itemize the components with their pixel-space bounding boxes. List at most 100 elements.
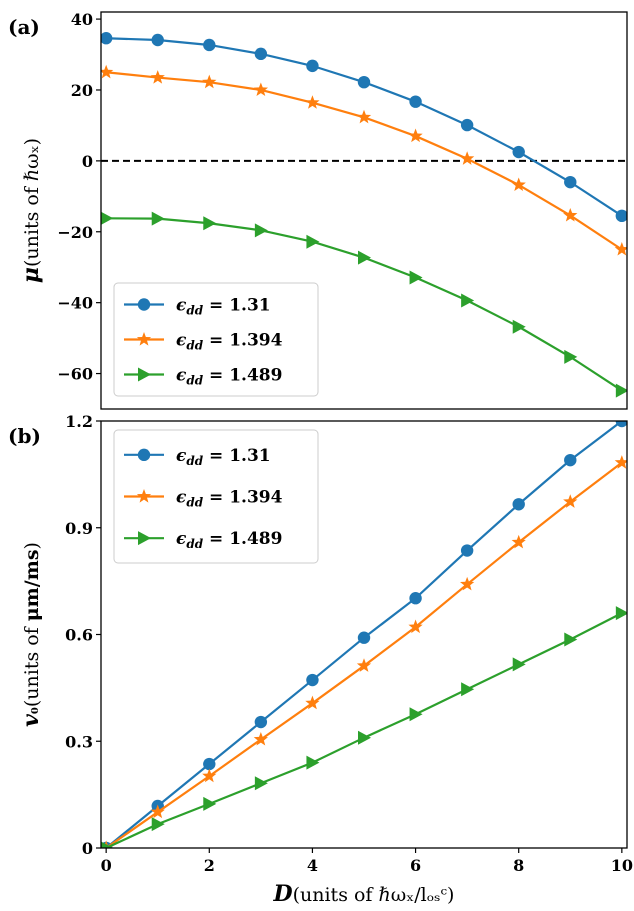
- data-point: [254, 47, 268, 61]
- data-point: [460, 151, 475, 165]
- data-point: [408, 128, 423, 143]
- data-point: [409, 95, 422, 108]
- data-point: [253, 82, 268, 97]
- series-1: [101, 32, 627, 223]
- legend-frame: [113, 429, 319, 564]
- y-tick-label: 1.2: [65, 412, 93, 431]
- data-point: [615, 383, 627, 398]
- legend-marker: [137, 298, 151, 311]
- panel-b: 0 0.3 0.6 0.9 1.2 0 2 4 6 8 10 (b) v₀(units of μm/ms…: [8, 412, 633, 907]
- legend-marker: [137, 448, 151, 462]
- x-tick-label: 4: [307, 856, 318, 875]
- legend-entry: ϵdd = 1.394: [124, 488, 283, 510]
- series-2: [101, 64, 627, 256]
- data-point: [409, 707, 423, 722]
- data-point: [461, 293, 475, 308]
- data-point: [356, 658, 372, 672]
- data-point: [101, 211, 114, 225]
- y-tick-label: 0: [82, 152, 93, 171]
- data-point: [461, 682, 475, 697]
- data-point: [305, 95, 320, 109]
- legend-entry: ϵdd = 1.489: [124, 529, 282, 551]
- data-point: [202, 74, 217, 89]
- data-point: [151, 817, 165, 832]
- data-point: [564, 175, 577, 189]
- data-point: [150, 70, 165, 84]
- y-tick-label: 0.3: [65, 732, 93, 751]
- data-point: [151, 33, 164, 47]
- data-point: [563, 494, 578, 508]
- data-point: [614, 455, 627, 469]
- data-point: [357, 75, 371, 89]
- data-point: [564, 453, 577, 467]
- data-point: [460, 576, 475, 591]
- data-point: [203, 796, 217, 811]
- series-line: [106, 37, 623, 217]
- legend-label: ϵdd = 1.489: [176, 529, 282, 551]
- legend-label: ϵdd = 1.394: [176, 331, 283, 353]
- series-line: [105, 612, 623, 848]
- x-tick-label: 0: [101, 856, 112, 875]
- x-tick-label: 2: [204, 856, 215, 875]
- y-tick-label: −60: [57, 365, 93, 384]
- y-tick-label: 0.6: [65, 626, 93, 645]
- legend-label: ϵdd = 1.394: [176, 488, 283, 510]
- panel-label: (b): [8, 424, 41, 448]
- legend-entry: ϵdd = 1.31: [124, 446, 271, 468]
- legend-marker: [138, 367, 151, 382]
- axes-frame: [100, 11, 628, 410]
- data-point: [101, 32, 113, 45]
- series-3: [101, 211, 627, 398]
- legend-marker: [136, 489, 152, 503]
- legend-frame: [113, 282, 319, 397]
- data-point: [254, 715, 268, 729]
- y-tick-label: 0.9: [65, 519, 93, 538]
- series-2: [101, 455, 627, 848]
- data-point: [151, 211, 165, 226]
- data-point: [150, 804, 165, 819]
- data-point: [203, 216, 217, 231]
- y-tick-label: −20: [57, 223, 93, 242]
- data-point: [409, 592, 422, 605]
- panel-label: (a): [8, 15, 40, 39]
- x-tick-label: 6: [410, 856, 421, 875]
- data-point: [615, 606, 627, 621]
- y-tick-label: 20: [71, 81, 93, 100]
- x-axis-label: D(units of ℏωₓ/lₒₛᶜ): [273, 881, 455, 907]
- legend-label: ϵdd = 1.31: [176, 296, 271, 318]
- data-point: [306, 234, 320, 249]
- y-tick-label: 0: [82, 839, 93, 858]
- data-point: [357, 631, 371, 644]
- data-point: [564, 349, 578, 364]
- legend-marker: [136, 332, 152, 346]
- legend-label: ϵdd = 1.31: [176, 446, 271, 468]
- data-point: [511, 534, 526, 549]
- legend-marker: [138, 531, 151, 546]
- data-point: [254, 223, 268, 238]
- data-point: [460, 118, 474, 132]
- legend-entry: ϵdd = 1.394: [124, 331, 283, 353]
- data-point: [512, 657, 526, 672]
- data-point: [564, 632, 578, 647]
- data-point: [511, 177, 526, 192]
- data-point: [409, 270, 423, 285]
- panel-a: 40 20 0 −20 −40 −60 (a) μ(units of ℏωₓ) ϵdd = 1.…: [8, 10, 628, 410]
- data-point: [306, 59, 319, 73]
- data-point: [408, 619, 423, 634]
- data-point: [512, 319, 526, 334]
- data-point: [101, 841, 114, 848]
- data-point: [512, 145, 525, 159]
- data-point: [615, 209, 627, 223]
- legend: ϵdd = 1.31 ϵdd = 1.394 ϵdd = 1.489: [113, 429, 319, 564]
- data-point: [254, 776, 268, 791]
- data-point: [101, 64, 114, 79]
- data-point: [358, 250, 371, 265]
- y-tick-label: 40: [71, 10, 93, 29]
- y-tick-label: −40: [57, 294, 93, 313]
- x-tick-label: 8: [513, 856, 524, 875]
- data-point: [306, 673, 319, 687]
- data-point: [203, 38, 216, 52]
- y-axis-label: μ(units of ℏωₓ): [18, 138, 44, 283]
- data-point: [356, 109, 372, 124]
